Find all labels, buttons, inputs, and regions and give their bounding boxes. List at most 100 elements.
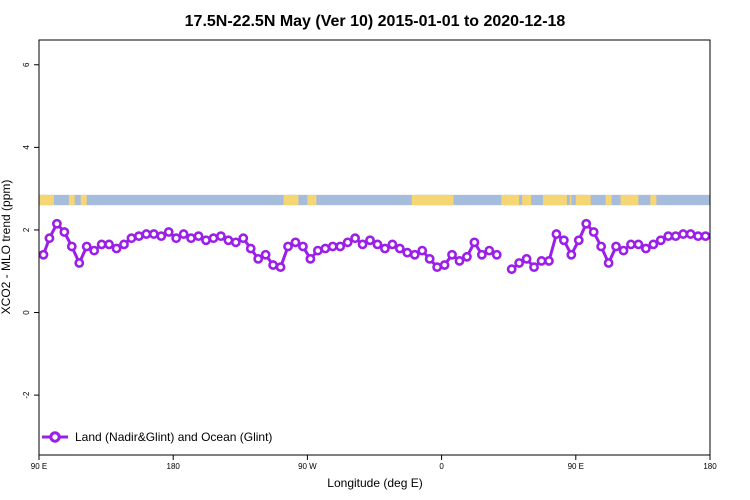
chart-title: 17.5N-22.5N May (Ver 10) 2015-01-01 to 2… [185, 13, 566, 30]
y-tick-label: 6 [22, 62, 31, 67]
data-point [454, 256, 465, 266]
data-point [670, 231, 681, 242]
data-point [506, 264, 517, 275]
land-segment [605, 194, 612, 206]
data-point [380, 243, 390, 254]
data-point [529, 262, 539, 273]
x-tick-label: 180 [703, 462, 717, 471]
data-point [566, 249, 577, 260]
legend: Land (Nadir&Glint) and Ocean (Glint) [42, 430, 272, 444]
data-point [193, 231, 204, 242]
data-point [439, 260, 450, 270]
data-point [588, 227, 599, 237]
data-point [678, 229, 689, 239]
y-tick-label: 4 [22, 145, 31, 150]
data-point [59, 227, 70, 237]
land-segment [650, 194, 657, 206]
data-point [178, 229, 189, 239]
data-point [66, 241, 77, 252]
x-tick-label: 90 W [298, 462, 317, 471]
data-point [693, 231, 703, 242]
data-point [230, 237, 241, 248]
data-point [394, 243, 405, 254]
land-segment [522, 194, 532, 206]
x-tick-label: 0 [439, 462, 444, 471]
land-segment [80, 194, 87, 206]
data-point [223, 235, 234, 246]
data-point [119, 239, 129, 250]
data-point [320, 243, 331, 254]
data-point [126, 233, 137, 244]
land-segment [501, 194, 506, 206]
data-point [611, 241, 621, 252]
series-layer [38, 218, 711, 275]
data-point [216, 231, 226, 242]
land-segment [411, 194, 454, 206]
data-point [305, 253, 316, 264]
data-point [74, 258, 85, 268]
data-point [626, 239, 636, 250]
data-point [633, 239, 644, 250]
data-point [156, 231, 167, 242]
data-point [432, 262, 443, 273]
data-point [447, 249, 457, 260]
data-point [38, 249, 49, 260]
data-point [134, 231, 144, 242]
data-point [342, 237, 353, 248]
data-point [208, 233, 219, 244]
data-point [514, 258, 525, 268]
data-point [111, 243, 122, 254]
land-ocean-mask-band [39, 194, 710, 206]
data-point [260, 249, 271, 260]
data-point [476, 249, 487, 260]
y-axis-label: XCO2 - MLO trend (ppm) [0, 180, 13, 315]
data-point [163, 227, 174, 237]
data-point [700, 231, 711, 242]
data-point [268, 260, 279, 270]
land-segment [569, 194, 572, 206]
data-point [148, 229, 159, 239]
data-point [298, 241, 308, 252]
data-point [573, 235, 584, 246]
data-point [96, 239, 107, 250]
land-segment [283, 194, 299, 206]
legend-marker-swatch [49, 431, 61, 443]
data-point [81, 241, 92, 252]
land-segment [620, 194, 639, 206]
land-segment [505, 194, 520, 206]
x-tick-label: 90 E [568, 462, 584, 471]
y-tick-label: -2 [22, 391, 31, 399]
data-point [372, 239, 383, 250]
data-point [484, 245, 495, 256]
land-segment [313, 194, 317, 206]
data-point [685, 229, 696, 239]
data-point [171, 233, 182, 244]
data-point [648, 239, 659, 250]
x-tick-label: 90 E [31, 462, 47, 471]
land-segment [542, 194, 567, 206]
data-point [581, 218, 592, 229]
data-point [603, 258, 614, 268]
data-point [51, 218, 62, 229]
y-tick-label: 2 [22, 227, 31, 232]
data-point [417, 245, 428, 256]
data-point [663, 231, 674, 242]
data-point [275, 262, 286, 273]
data-point [618, 245, 629, 256]
data-point [104, 239, 114, 250]
data-point [469, 237, 480, 248]
data-point [283, 241, 293, 252]
data-point [544, 256, 554, 266]
data-point [238, 233, 249, 244]
data-point [141, 229, 152, 239]
data-point [387, 239, 398, 250]
land-segment [307, 194, 314, 206]
x-axis-label: Longitude (deg E) [327, 476, 422, 490]
data-point [312, 245, 323, 256]
data-point [536, 256, 547, 266]
data-point [186, 233, 196, 244]
x-tick-label: 180 [167, 462, 181, 471]
data-point [424, 253, 435, 264]
plot-frame [38, 39, 711, 456]
y-tick-label: 0 [22, 310, 31, 315]
